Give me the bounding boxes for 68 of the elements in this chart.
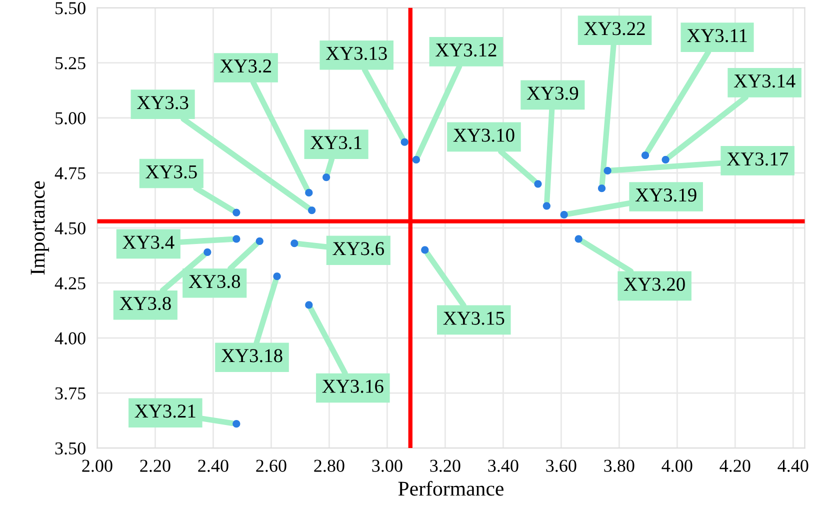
y-axis-title: Importance [30,181,49,275]
point [322,174,330,182]
point [232,420,240,428]
annotation: XY3.6 [332,242,384,256]
annotation: XY3.8 [188,274,240,288]
x-tick-label: 2.40 [198,460,228,472]
point [598,184,606,192]
annotation: XY3.8 [120,296,171,310]
x-tick-label: 2.20 [140,460,170,472]
annotation: XY3.21 [134,404,196,418]
annotation: XY3.14 [734,74,796,88]
annotation: XY3.20 [624,278,685,291]
point [534,180,542,188]
annotation: XY3.17 [726,152,788,166]
annotation: XY3.1 [310,136,362,150]
point [232,208,240,216]
x-tick-label: 3.40 [488,460,518,472]
point [204,248,212,256]
annotation: XY3.22 [584,22,645,36]
y-tick-label: 5.25 [56,57,86,70]
point [256,237,264,245]
point [290,240,298,248]
annotation: XY3.5 [146,165,197,178]
x-tick-label: 2.00 [82,460,112,472]
annotation: XY3.9 [526,86,578,100]
annotation: XY3.3 [137,96,188,110]
x-axis-title: Performance [398,480,504,496]
x-tick-label: 3.00 [372,460,402,472]
x-tick-label: 2.80 [314,460,344,472]
annotation: XY3.12 [436,44,496,57]
point [232,235,240,243]
annotation: XY3.18 [221,349,282,362]
point [604,166,612,175]
y-tick-label: 4.00 [54,332,86,345]
y-tick-label: 4.75 [54,167,86,180]
y-tick-label: 5.50 [56,2,86,14]
annotation: XY3.16 [322,380,384,393]
x-tick-label: 3.60 [546,460,576,472]
point [305,188,313,197]
point [412,156,420,164]
point [308,206,316,214]
x-tick-label: 4.20 [720,460,750,472]
annotation: XY3.19 [635,188,696,202]
annotation: XY3.11 [687,29,747,42]
y-tick-label: 3.75 [55,387,86,400]
point [662,156,670,164]
y-tick-label: 4.50 [54,222,86,234]
point [542,202,550,210]
x-tick-label: 3.20 [430,460,460,472]
point [305,301,313,309]
y-tick-label: 5.00 [56,112,86,124]
point [421,246,429,254]
annotation: XY3.15 [443,312,504,325]
annotation: XY3.2 [220,60,272,73]
point [400,138,408,146]
annotation: XY3.4 [122,236,174,249]
annotation: XY3.10 [453,128,514,142]
y-tick-label: 3.50 [55,442,86,455]
point [641,151,650,160]
y-tick-label: 4.25 [54,277,86,290]
x-tick-label: 3.80 [604,460,634,472]
x-tick-label: 4.40 [778,460,808,472]
x-tick-label: 2.60 [256,460,286,472]
point [560,210,568,219]
x-tick-label: 4.00 [662,460,692,472]
point [574,235,582,243]
point [273,272,281,280]
annotation: XY3.13 [326,46,387,60]
